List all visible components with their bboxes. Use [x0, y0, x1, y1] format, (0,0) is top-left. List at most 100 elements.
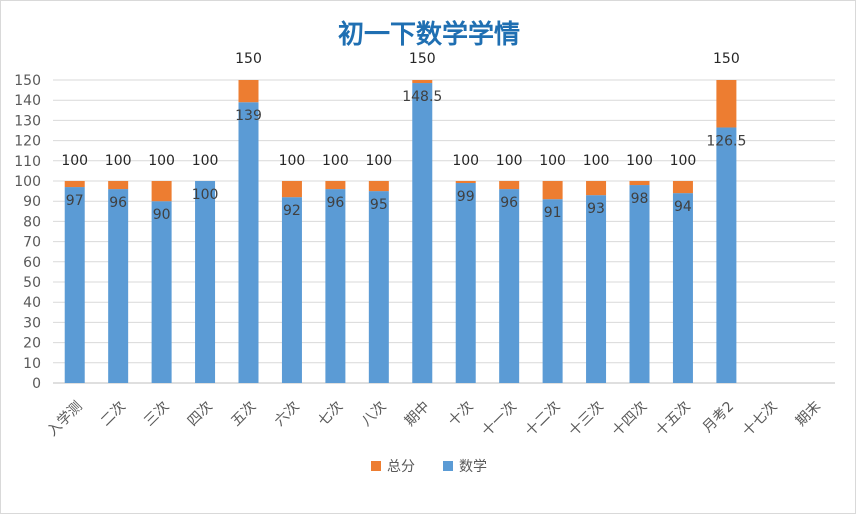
x-category-label: 十五次 — [653, 399, 694, 440]
x-category-label: 四次 — [185, 399, 216, 430]
x-category-label: 十一次 — [479, 399, 520, 440]
inner-data-label: 98 — [631, 191, 649, 207]
x-category-label: 七次 — [315, 399, 346, 430]
top-data-label: 100 — [279, 153, 306, 169]
x-category-label: 期末 — [793, 399, 824, 430]
top-data-label: 100 — [105, 153, 132, 169]
bar-total-remainder — [325, 181, 346, 190]
inner-data-label: 92 — [283, 203, 301, 219]
inner-data-label: 96 — [109, 195, 127, 211]
y-tick-label: 30 — [23, 315, 41, 331]
inner-data-label: 91 — [544, 205, 562, 221]
top-data-label: 100 — [539, 153, 566, 169]
inner-data-label: 96 — [500, 195, 518, 211]
x-category-label: 月考2 — [700, 399, 737, 436]
bars-group: 97 100 96 100 90 100 100 100 139 150 92 100 96 100 95 1… — [61, 51, 746, 383]
x-category-label: 三次 — [141, 399, 172, 430]
bar-math — [542, 199, 563, 383]
y-tick-label: 150 — [14, 73, 41, 89]
legend: 总分 数学 — [371, 459, 487, 475]
top-data-label: 100 — [365, 153, 392, 169]
y-tick-label: 120 — [14, 134, 41, 150]
y-tick-label: 140 — [14, 93, 41, 109]
y-tick-label: 10 — [23, 356, 41, 372]
inner-data-label: 100 — [192, 187, 219, 203]
bar-total-remainder — [412, 80, 433, 84]
top-data-label: 100 — [322, 153, 349, 169]
x-category-label: 六次 — [272, 399, 303, 430]
y-tick-label: 90 — [23, 194, 41, 210]
x-category-label: 五次 — [228, 399, 259, 430]
inner-data-label: 94 — [674, 199, 692, 215]
bar-total-remainder — [108, 181, 129, 190]
top-data-label: 150 — [713, 51, 740, 67]
y-tick-label: 130 — [14, 113, 41, 129]
y-tick-label: 20 — [23, 336, 41, 352]
bar-total-remainder — [499, 181, 520, 190]
y-tick-label: 70 — [23, 235, 41, 251]
x-category-label: 十四次 — [609, 399, 650, 440]
inner-data-label: 148.5 — [402, 89, 442, 105]
x-category-label: 二次 — [98, 399, 129, 430]
bar-total-remainder — [151, 181, 172, 202]
legend-swatch — [371, 461, 381, 471]
bar-math — [629, 185, 650, 383]
inner-data-label: 95 — [370, 197, 388, 213]
y-tick-label: 60 — [23, 255, 41, 271]
x-category-label: 十二次 — [522, 399, 563, 440]
inner-data-label: 99 — [457, 189, 475, 205]
x-axis: 入学测 二次 三次 四次 五次 六次 七次 八次 期中 十次 十一次 十二次 十三次 十四次 十五次 月考2 十… — [45, 399, 825, 440]
top-data-label: 100 — [61, 153, 88, 169]
y-tick-label: 50 — [23, 275, 41, 291]
y-axis: 0 10 20 30 40 50 60 70 80 90 100 110 120 130 140 150 — [14, 73, 41, 392]
bar-math — [412, 83, 433, 383]
x-category-label: 十次 — [445, 399, 476, 430]
bar-math — [151, 201, 172, 383]
bar-total-remainder — [64, 181, 85, 188]
y-tick-label: 40 — [23, 295, 41, 311]
inner-data-label: 97 — [66, 193, 84, 209]
inner-data-label: 126.5 — [706, 133, 746, 149]
x-category-label: 十七次 — [740, 399, 781, 440]
bar-total-remainder — [586, 181, 607, 196]
legend-label: 数学 — [459, 459, 487, 475]
top-data-label: 100 — [452, 153, 479, 169]
bar-total-remainder — [368, 181, 389, 192]
bar-math — [716, 127, 737, 383]
bar-math — [499, 189, 520, 383]
y-tick-label: 100 — [14, 174, 41, 190]
inner-data-label: 96 — [326, 195, 344, 211]
bar-total-remainder — [716, 80, 737, 128]
top-data-label: 150 — [235, 51, 262, 67]
bar-total-remainder — [238, 80, 259, 103]
bar-math — [195, 181, 216, 383]
top-data-label: 150 — [409, 51, 436, 67]
legend-label: 总分 — [387, 459, 415, 475]
top-data-label: 100 — [583, 153, 610, 169]
bar-math — [586, 195, 607, 383]
bar-math — [368, 191, 389, 383]
bar-total-remainder — [672, 181, 693, 194]
top-data-label: 100 — [670, 153, 697, 169]
x-category-label: 期中 — [402, 399, 433, 430]
bar-math — [281, 197, 302, 383]
x-category-label: 十三次 — [566, 399, 607, 440]
bar-total-remainder — [281, 181, 302, 198]
inner-data-label: 90 — [153, 207, 171, 223]
bar-math — [325, 189, 346, 383]
chart-title: 初一下数学学情 — [338, 19, 520, 50]
bar-math — [455, 183, 476, 383]
bar-total-remainder — [542, 181, 563, 200]
bar-math — [108, 189, 129, 383]
bar-math — [672, 193, 693, 383]
top-data-label: 100 — [496, 153, 523, 169]
y-tick-label: 80 — [23, 214, 41, 230]
x-category-label: 八次 — [359, 399, 390, 430]
top-data-label: 100 — [192, 153, 219, 169]
grid-lines — [53, 79, 835, 384]
top-data-label: 100 — [626, 153, 653, 169]
legend-swatch — [443, 461, 453, 471]
inner-data-label: 139 — [235, 108, 262, 124]
bar-math — [238, 102, 259, 383]
